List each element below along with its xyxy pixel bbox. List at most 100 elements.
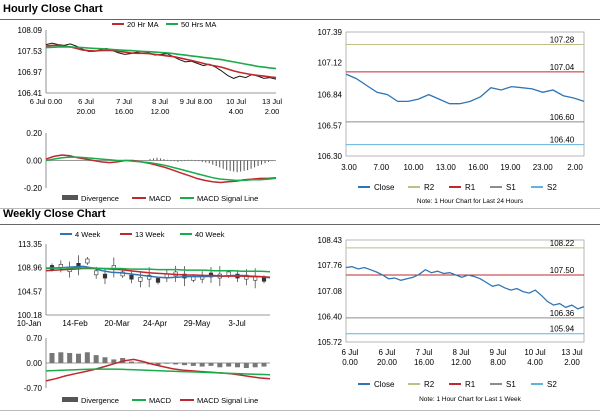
hourly-macd-divergence-bar: [261, 160, 263, 165]
hourly-macd-divergence-bar: [205, 160, 207, 163]
weekly-1w-xtick2-2: 16.00: [414, 358, 435, 367]
hourly-24h-ytick-2: 106.84: [318, 91, 343, 100]
hourly-macd-ytick-1: 0.00: [26, 157, 42, 166]
hourly-macd-divergence-bar: [208, 160, 210, 164]
hourly-price-xtick-1: 6 Jul: [78, 97, 94, 106]
hourly-24h-xtick-0: 3.00: [341, 163, 357, 172]
hourly-price-series-20-hr-ma: [45, 44, 277, 79]
hourly-price-xtick-3: 8 Jul: [152, 97, 168, 106]
weekly-macd-divergence-bar: [182, 363, 187, 366]
hourly-24h-ytick-4: 106.30: [318, 152, 343, 161]
weekly-price-xtick-5: 3-Jul: [228, 319, 246, 328]
hourly-macd-divergence-bar: [198, 160, 200, 162]
weekly-macd-divergence-bar: [93, 355, 99, 363]
weekly-macd-divergence-bar: [137, 362, 143, 363]
hourly-macd-divergence-bar: [219, 160, 221, 168]
hourly-24h-legend-close: Close: [374, 183, 395, 192]
hourly-24h-ytick-3: 106.57: [318, 121, 343, 130]
weekly-1w-xtick-1: 6 Jul: [379, 348, 396, 357]
weekly-price-xtick-2: 20-Mar: [104, 319, 130, 328]
weekly-price-xtick-0: 10-Jan: [17, 319, 41, 328]
hourly-macd-divergence-bar: [271, 160, 273, 162]
hourly-macd-divergence-bar: [156, 157, 158, 161]
hourly-macd-divergence-bar: [149, 159, 151, 161]
hourly-macd-divergence-bar: [173, 160, 175, 162]
hourly-price-series-50-hrs-ma: [45, 46, 277, 70]
weekly-1w-xtick-6: 13 Jul: [561, 348, 583, 357]
weekly-1w-level-label-s2: 105.94: [550, 325, 575, 334]
hourly-macd-series-signal: [45, 156, 277, 182]
weekly-1w-ytick-4: 105.72: [318, 338, 343, 347]
hourly-24h-xtick-6: 23.00: [533, 163, 554, 172]
weekly-macd-divergence-bar: [84, 352, 90, 363]
weekly-price-legend-40week: 40 Week: [195, 230, 225, 239]
weekly-macd-divergence-bar: [252, 363, 258, 368]
weekly-1w-xtick2-1: 20.00: [377, 358, 398, 367]
hourly-macd-legend-macd: MACD: [149, 194, 172, 203]
hourly-price-xtick2-3: 12.00: [151, 107, 170, 116]
hourly-price-ytick-2: 106.97: [18, 68, 43, 77]
hourly-macd-divergence-bar: [257, 160, 259, 166]
weekly-macd-divergence-bar: [208, 363, 214, 366]
hourly-macd-divergence-bar: [268, 160, 270, 162]
weekly-macd-divergence-bar: [235, 363, 240, 368]
weekly-price-xtick-1: 14-Feb: [62, 319, 88, 328]
weekly-macd-divergence-bar: [155, 363, 161, 366]
hourly-24h-legend-s2: S2: [547, 183, 557, 192]
weekly-macd-divergence-bar: [111, 359, 117, 363]
section-divider: [0, 208, 600, 209]
hourly-price-xtick2-2: 16.00: [115, 107, 134, 116]
weekly-macd-ytick-1: 0.00: [26, 359, 42, 368]
weekly-1w-xtick2-0: 0.00: [342, 358, 358, 367]
hourly-24h-level-label-r2: 107.28: [550, 36, 575, 45]
weekly-macd-divergence-bar: [49, 353, 55, 363]
hourly-macd-divergence-bar: [212, 160, 214, 165]
hourly-price-xtick2-6: 2.00: [265, 107, 280, 116]
weekly-price-candle-body: [129, 274, 134, 280]
hourly-price-ytick-1: 107.53: [18, 47, 43, 56]
hourly-24h-xtick-1: 7.00: [373, 163, 389, 172]
hourly-macd-series-macd: [45, 154, 277, 184]
weekly-price-legend-13week: 13 Week: [135, 230, 165, 239]
weekly-price-legend-4week: 4 Week: [75, 230, 101, 239]
weekly-macd-series-signal: [45, 368, 271, 376]
weekly-macd-ytick-0: 0.70: [26, 334, 42, 343]
weekly-1w-legend-r2: R2: [424, 380, 435, 389]
weekly-price-candle-body: [94, 270, 99, 276]
weekly-macd-legend-signal: MACD Signal Line: [197, 396, 258, 405]
hourly-macd-divergence-bar: [166, 159, 168, 161]
weekly-price-ytick-3: 100.18: [18, 311, 43, 320]
hourly-price-legend-50ma: 50 Hrs MA: [181, 20, 216, 29]
hourly-macd-divergence-bar: [152, 158, 154, 161]
weekly-1w-ytick-2: 107.08: [318, 287, 343, 296]
hourly-macd-divergence-bar: [236, 160, 238, 173]
weekly-1w-ytick-1: 107.76: [318, 261, 343, 270]
hourly-price-xtick-4: 9 Jul 8.00: [180, 97, 213, 106]
weekly-price-xtick-4: 29-May: [184, 319, 211, 328]
weekly-1w-xtick-4: 9 Jul: [490, 348, 507, 357]
hourly-macd-legend-swatch-divergence: [62, 195, 78, 200]
weekly-macd-divergence-bar: [226, 363, 232, 367]
hourly-24h-ytick-0: 107.39: [318, 28, 343, 37]
weekly-price-candle-body: [102, 273, 108, 279]
hourly-macd-divergence-bar: [229, 160, 231, 171]
hourly-price-xtick2-5: 4.00: [229, 107, 244, 116]
hourly-macd-divergence-bar: [264, 160, 266, 164]
weekly-price-candle-body: [85, 258, 90, 264]
weekly-1w-legend-s2: S2: [547, 380, 557, 389]
hourly-macd-divergence-bar: [194, 160, 196, 162]
weekly-macd-divergence-bar: [76, 353, 81, 363]
weekly-1w-series-close: [345, 266, 585, 310]
weekly-1w-xtick-5: 10 Jul: [524, 348, 546, 357]
weekly-1w-legend-close: Close: [374, 380, 395, 389]
hourly-section-rule: [0, 19, 600, 20]
weekly-macd-divergence-bar: [164, 363, 170, 364]
weekly-macd-divergence-bar: [217, 363, 223, 368]
weekly-price-xtick-3: 24-Apr: [143, 319, 167, 328]
weekly-macd-divergence-bar: [199, 363, 205, 367]
weekly-1w-ytick-3: 106.40: [318, 312, 343, 321]
bottom-rule: [0, 410, 600, 411]
hourly-24h-frame: [345, 31, 585, 157]
hourly-macd-divergence-bar: [243, 160, 245, 171]
